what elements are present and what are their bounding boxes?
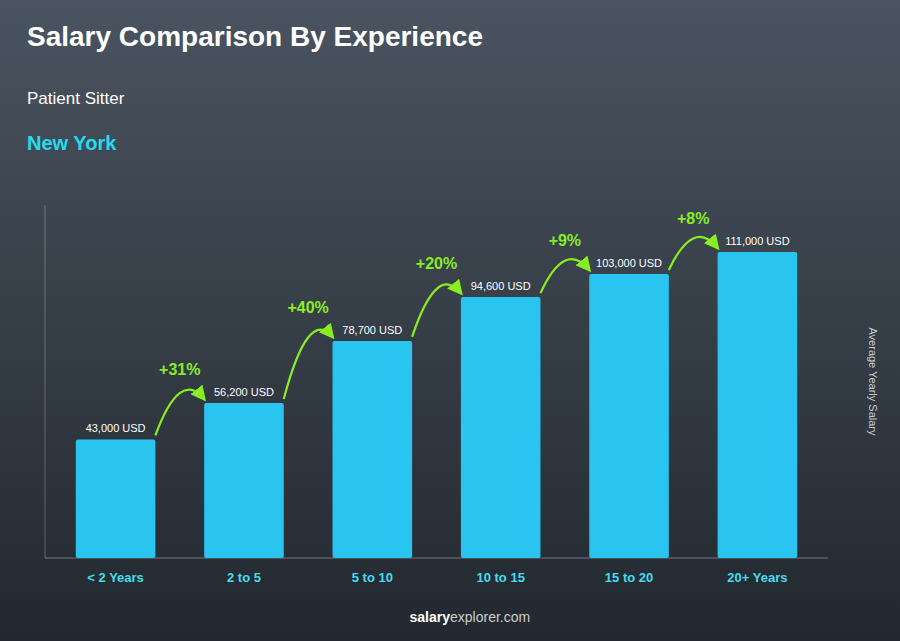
bar — [718, 252, 798, 558]
footer: explorer.com — [450, 609, 530, 625]
x-tick-label: 2 to 5 — [227, 570, 261, 585]
footer: salary — [410, 609, 451, 625]
data-label: 111,000 USD — [725, 235, 789, 247]
change-arrow — [284, 330, 333, 399]
bar — [333, 341, 413, 558]
annotation: +31% — [159, 361, 200, 378]
x-tick-label: 5 to 10 — [352, 570, 393, 585]
annotation: +8% — [677, 210, 709, 227]
x-axis-line — [45, 558, 828, 559]
bar — [461, 297, 541, 558]
annotation: +20% — [416, 255, 457, 272]
change-arrow — [155, 390, 204, 436]
subtitle: Patient Sitter — [27, 89, 125, 108]
annotation: +40% — [287, 299, 328, 316]
bar — [589, 274, 669, 558]
x-tick-label: < 2 Years — [87, 570, 144, 585]
x-tick-label: 15 to 20 — [605, 570, 653, 585]
data-label: 56,200 USD — [214, 386, 274, 398]
change-arrow — [540, 259, 589, 293]
x-tick-label: 20+ Years — [727, 570, 787, 585]
chart: Salary Comparison By Experience Patient S… — [0, 0, 900, 641]
data-label: 103,000 USD — [596, 257, 662, 269]
bar — [76, 439, 156, 558]
subtitle: New York — [27, 132, 117, 154]
change-arrow — [669, 237, 718, 270]
x-tick-label: 10 to 15 — [476, 570, 524, 585]
bars — [76, 252, 797, 558]
y-axis-label: Average Yearly Salary — [867, 327, 879, 436]
annotation: +9% — [549, 232, 581, 249]
y-axis-line — [45, 205, 46, 558]
data-label: 78,700 USD — [342, 324, 402, 336]
bar — [204, 403, 284, 558]
data-label: 94,600 USD — [471, 280, 531, 292]
data-label: 43,000 USD — [86, 422, 146, 434]
change-arrow — [412, 284, 461, 337]
background — [0, 0, 900, 641]
title: Salary Comparison By Experience — [27, 21, 483, 52]
